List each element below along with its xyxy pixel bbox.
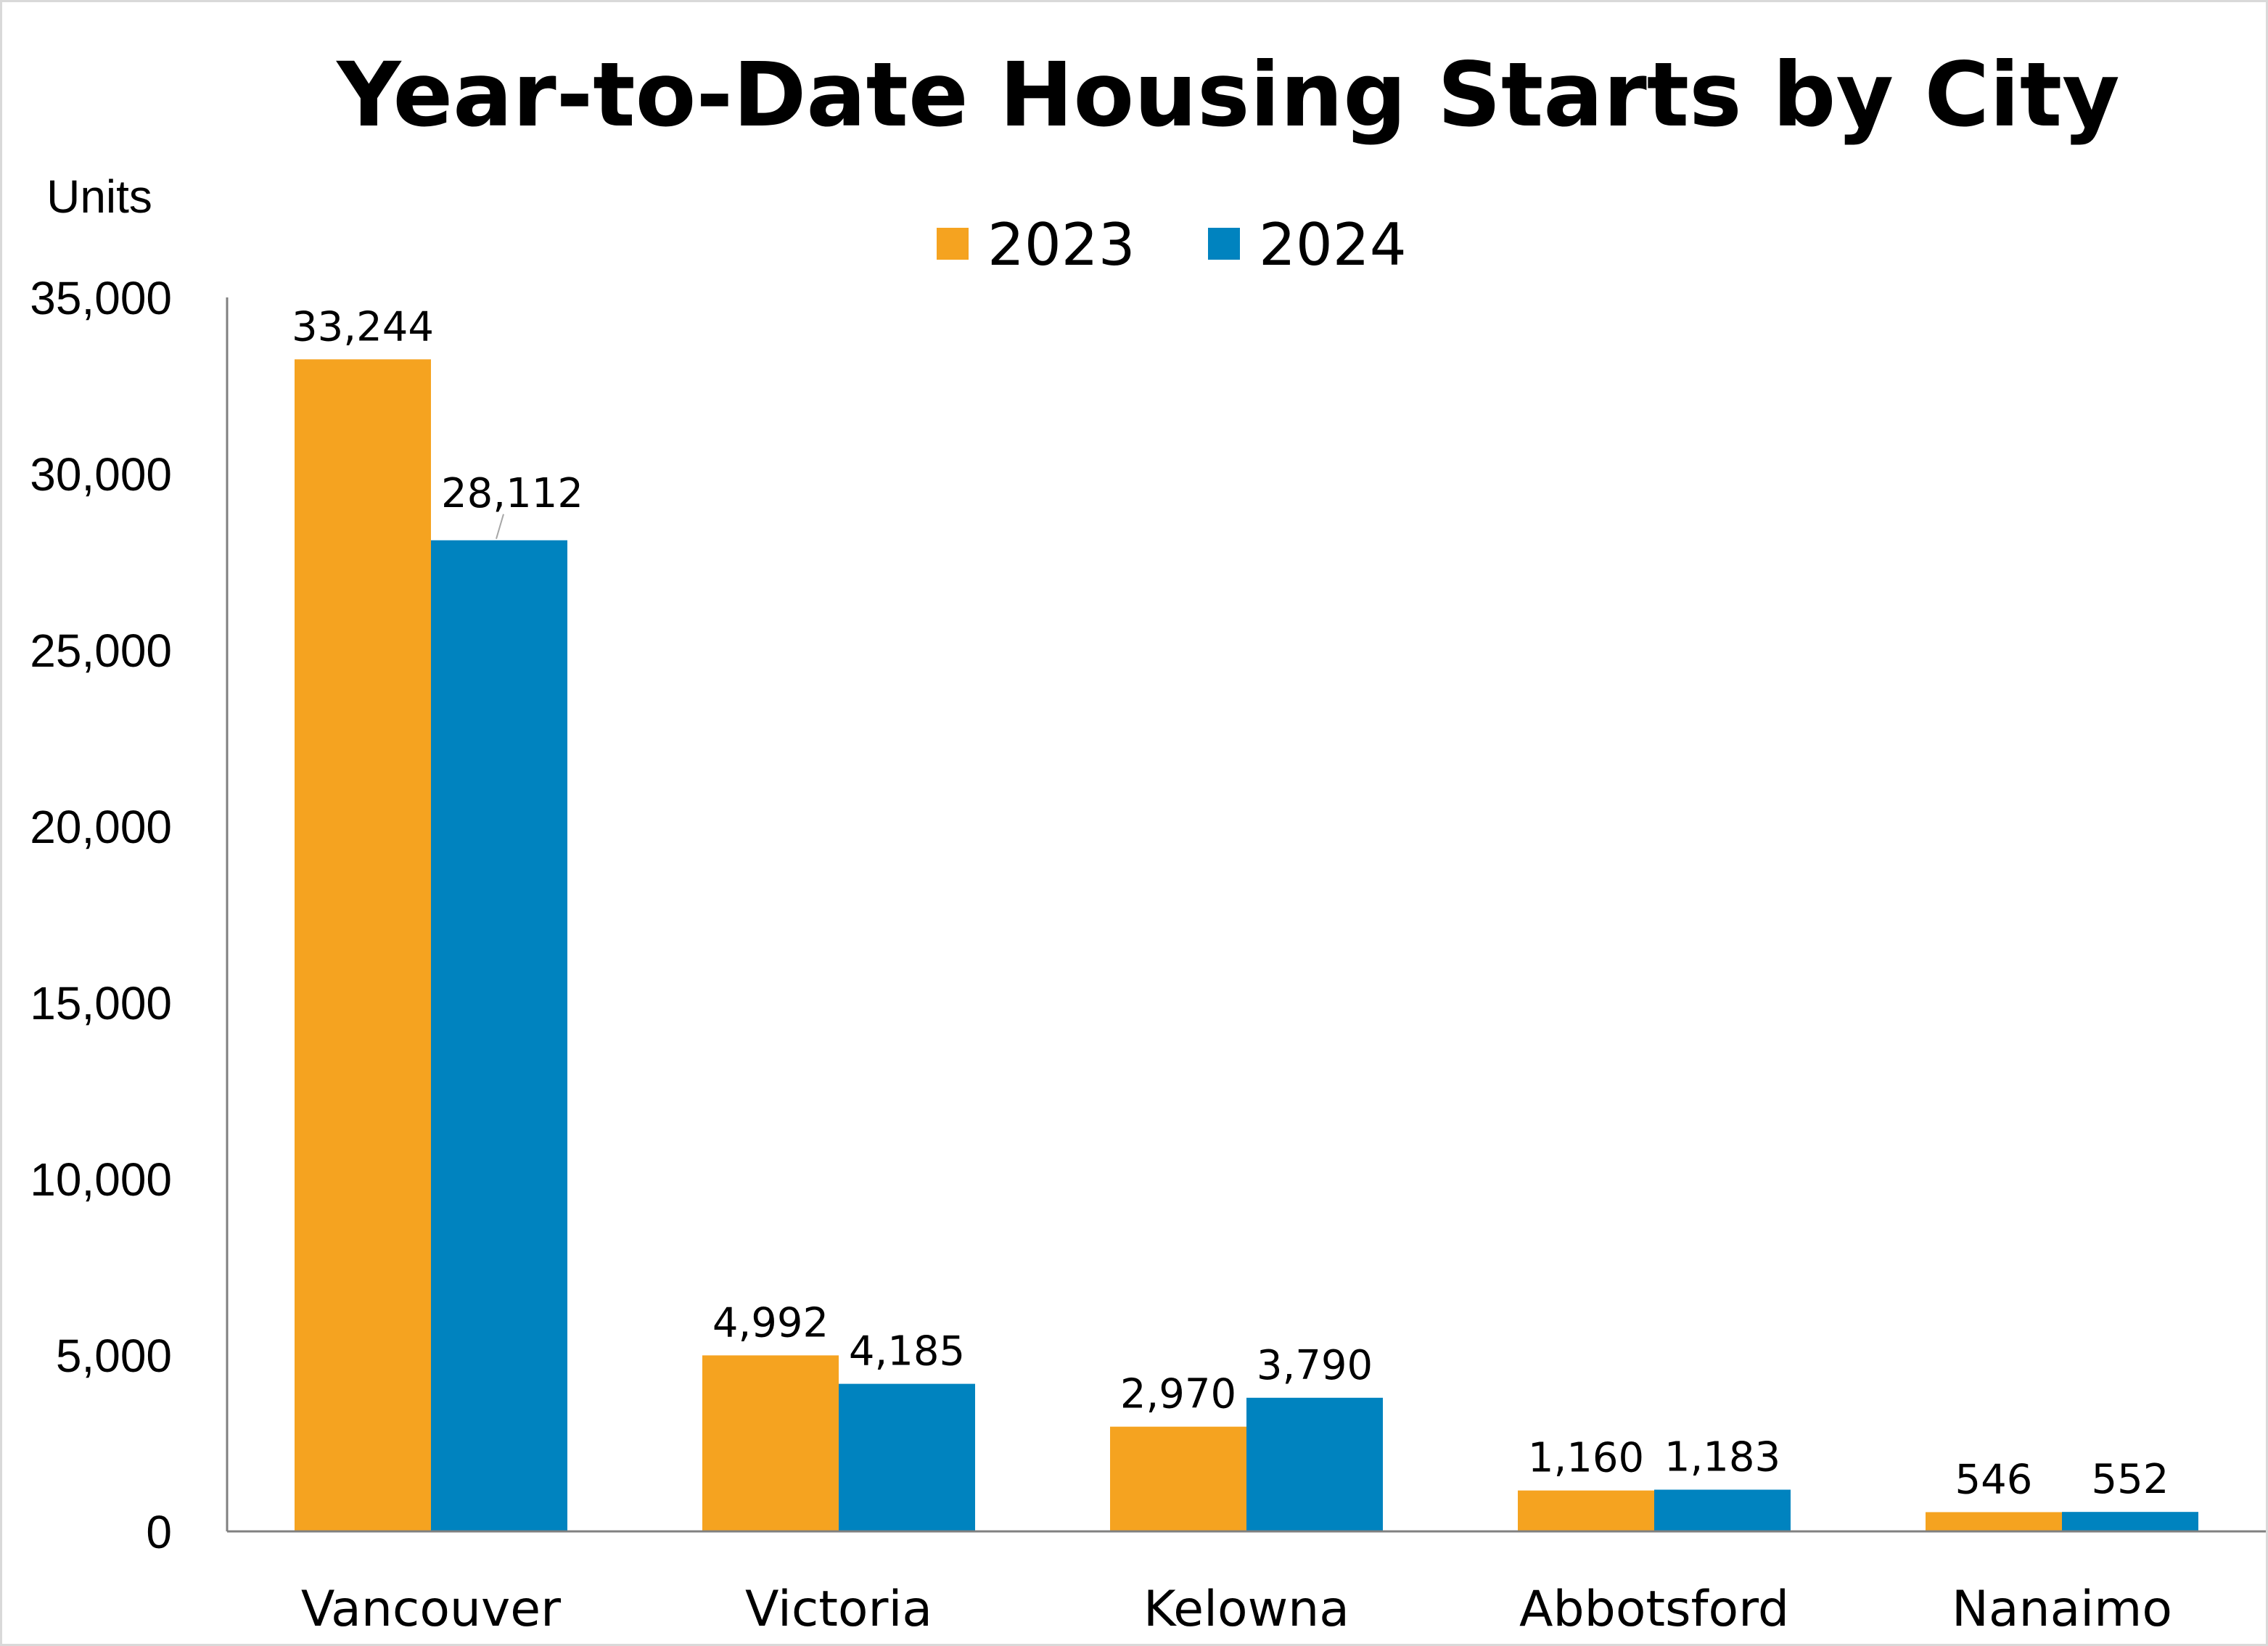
y-axis-tick-labels: 0 5,000 10,000 15,000 20,000 25,000 30,000 35,0… <box>30 272 172 1558</box>
data-label-nanaimo-2023: 546 <box>1955 1456 2033 1503</box>
y-tick-label: 5,000 <box>56 1330 172 1382</box>
y-tick-label: 10,000 <box>30 1153 172 1206</box>
y-tick-label: 35,000 <box>30 272 172 324</box>
data-label-kelowna-2024: 3,790 <box>1257 1342 1373 1389</box>
legend-label-2023: 2023 <box>987 211 1135 279</box>
chart-title: Year-to-Date Housing Starts by City <box>335 44 2119 147</box>
bar-vancouver-2024 <box>431 540 567 1531</box>
x-tick-label-nanaimo: Nanaimo <box>1952 1581 2172 1638</box>
legend-swatch-2023 <box>937 228 969 260</box>
bar-abbotsford-2023 <box>1518 1490 1654 1531</box>
data-label-kelowna-2023: 2,970 <box>1120 1371 1236 1418</box>
x-tick-label-kelowna: Kelowna <box>1143 1581 1349 1638</box>
data-label-leader-line <box>496 514 504 540</box>
legend: 2023 2024 <box>937 211 1407 279</box>
bar-nanaimo-2024 <box>2062 1512 2198 1531</box>
data-label-abbotsford-2023: 1,160 <box>1528 1435 1644 1482</box>
y-tick-label: 15,000 <box>30 977 172 1029</box>
x-axis-category-labels: Vancouver Victoria Kelowna Abbotsford Nanaim… <box>301 1581 2172 1638</box>
data-labels: 33,244 28,112 4,992 4,185 2,970 3,790 1,160 1,1… <box>292 303 2169 1503</box>
bar-nanaimo-2023 <box>1926 1512 2062 1531</box>
data-label-vancouver-2023: 33,244 <box>292 303 434 350</box>
data-label-vancouver-2024: 28,112 <box>441 470 583 517</box>
legend-label-2024: 2024 <box>1259 211 1407 279</box>
y-tick-label: 30,000 <box>30 448 172 501</box>
y-tick-label: 20,000 <box>30 801 172 853</box>
y-tick-label: 25,000 <box>30 625 172 677</box>
bar-kelowna-2023 <box>1110 1426 1246 1531</box>
data-label-abbotsford-2024: 1,183 <box>1664 1434 1780 1481</box>
x-tick-label-vancouver: Vancouver <box>301 1581 561 1638</box>
y-tick-label: 0 <box>146 1506 172 1558</box>
x-tick-label-victoria: Victoria <box>745 1581 932 1638</box>
x-tick-label-abbotsford: Abbotsford <box>1519 1581 1789 1638</box>
bar-vancouver-2023 <box>295 359 431 1532</box>
data-label-nanaimo-2024: 552 <box>2092 1456 2169 1503</box>
data-label-victoria-2023: 4,992 <box>712 1299 829 1346</box>
legend-swatch-2024 <box>1208 228 1240 260</box>
bar-abbotsford-2024 <box>1654 1489 1791 1531</box>
bars <box>295 359 2198 1532</box>
data-label-victoria-2024: 4,185 <box>849 1328 965 1375</box>
bar-victoria-2024 <box>839 1383 975 1531</box>
bar-kelowna-2024 <box>1246 1397 1383 1531</box>
y-axis-unit-label: Units <box>46 170 152 223</box>
bar-victoria-2023 <box>702 1355 839 1531</box>
